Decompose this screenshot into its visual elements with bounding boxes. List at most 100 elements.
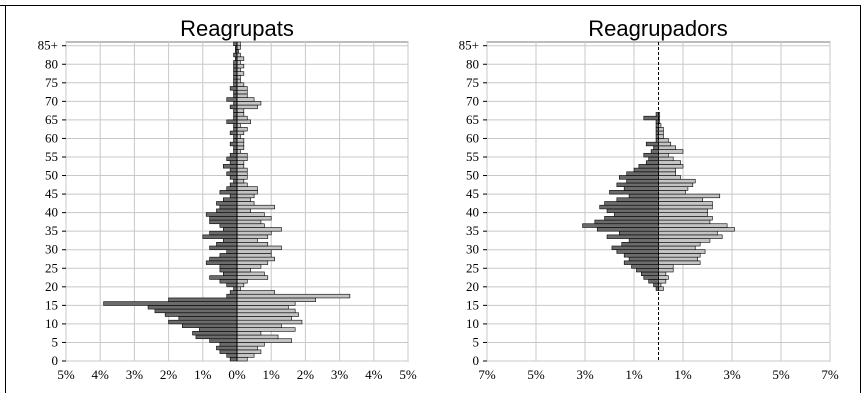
bar-right-series [236, 316, 293, 321]
bar-left-series [219, 267, 238, 273]
y-tick-label: 35 [466, 223, 479, 238]
bar-right-series [236, 104, 258, 110]
bar-left-series [103, 301, 238, 306]
bar-left-series [229, 290, 238, 295]
x-tick-label: 7% [821, 367, 839, 382]
bar-right-series [236, 127, 248, 132]
bar-left-series [628, 238, 659, 243]
bar-right-series [236, 101, 262, 106]
bar-left-series [648, 156, 659, 161]
bar-left-series [650, 149, 659, 154]
bar-left-series [643, 152, 659, 158]
bar-left-series [618, 230, 659, 236]
bar-left-series [178, 316, 238, 321]
bar-right-series [236, 152, 248, 158]
bar-right-series [658, 193, 721, 199]
bar-right-series [658, 275, 669, 280]
bar-left-series [233, 134, 238, 139]
x-tick-label: 1% [263, 367, 281, 382]
bar-right-series [236, 67, 241, 72]
bar-right-series [236, 227, 282, 232]
y-tick-label: 85+ [38, 38, 58, 53]
bar-left-series [209, 216, 238, 221]
y-tick-label: 5 [473, 334, 480, 349]
bar-right-series [236, 52, 241, 58]
bar-right-series [236, 264, 262, 269]
y-tick-label: 60 [466, 130, 479, 145]
bar-left-series [229, 160, 238, 165]
bar-right-series [658, 164, 684, 169]
bar-left-series [648, 279, 659, 284]
y-tick-label: 25 [466, 260, 479, 275]
bar-left-series [633, 167, 659, 173]
y-tick-label: 85+ [459, 38, 479, 53]
chart-reagrupats: Reagrupats 0 5 10 15 20 25 30 35 40 45 50 55 60 65 70 7… [38, 16, 417, 382]
bar-left-series [594, 219, 659, 225]
bar-left-series [216, 345, 238, 351]
y-tick-label: 70 [45, 93, 58, 108]
bar-left-series [192, 331, 238, 336]
bar-left-series [609, 190, 659, 195]
bar-left-series [168, 297, 238, 302]
y-tick-label: 75 [45, 75, 58, 90]
bar-left-series [233, 63, 238, 69]
bar-left-series [628, 256, 659, 262]
y-tick-label: 45 [466, 186, 479, 201]
bar-right-series [658, 145, 676, 150]
bar-right-series [236, 141, 245, 147]
bar-right-series [236, 63, 245, 69]
bar-right-series [236, 290, 275, 295]
bar-right-series [236, 119, 251, 124]
bar-right-series [658, 152, 669, 158]
y-tick-label: 65 [45, 112, 58, 127]
bar-left-series [233, 67, 238, 72]
bar-right-series [236, 86, 248, 91]
x-tick-label: 4% [365, 367, 383, 382]
bar-left-series [631, 264, 659, 269]
bar-right-series [658, 138, 669, 143]
bar-right-series [236, 89, 248, 95]
bar-left-series [233, 60, 238, 65]
bar-right-series [236, 97, 255, 102]
bar-left-series [233, 123, 238, 128]
bar-right-series [236, 275, 269, 280]
bar-left-series [202, 234, 238, 239]
bar-right-series [236, 286, 241, 291]
y-tick-label: 50 [466, 168, 479, 183]
bar-left-series [233, 75, 238, 80]
bar-right-series [236, 115, 248, 121]
bar-right-series [658, 279, 667, 284]
bar-right-series [236, 130, 245, 136]
bar-left-series [226, 282, 238, 288]
bar-right-series [236, 256, 275, 262]
bar-left-series [226, 249, 238, 254]
bar-right-series [236, 82, 245, 87]
bar-left-series [216, 242, 238, 247]
y-tick-label: 20 [466, 279, 479, 294]
bar-right-series [236, 349, 262, 354]
x-tick-label: 5% [527, 367, 545, 382]
bar-right-series [236, 197, 251, 202]
bar-left-series [606, 208, 659, 213]
bar-left-series [226, 186, 238, 191]
bar-right-series [236, 178, 245, 184]
bar-right-series [658, 182, 694, 187]
bar-left-series [623, 260, 659, 265]
bar-left-series [628, 193, 659, 199]
bar-right-series [658, 204, 713, 210]
bar-left-series [229, 356, 238, 362]
bar-left-series [229, 141, 238, 147]
bar-left-series [226, 293, 238, 299]
bar-left-series [209, 219, 238, 225]
bar-left-series [645, 141, 659, 147]
bar-left-series [226, 97, 238, 102]
bar-right-series [236, 212, 265, 217]
bar-left-series [219, 342, 238, 347]
bar-left-series [219, 190, 238, 195]
bar-right-series [236, 134, 241, 139]
bar-left-series [638, 164, 659, 169]
bar-right-series [236, 145, 245, 150]
bar-left-series [636, 267, 659, 273]
bar-right-series [658, 175, 681, 180]
bar-left-series [226, 119, 238, 124]
